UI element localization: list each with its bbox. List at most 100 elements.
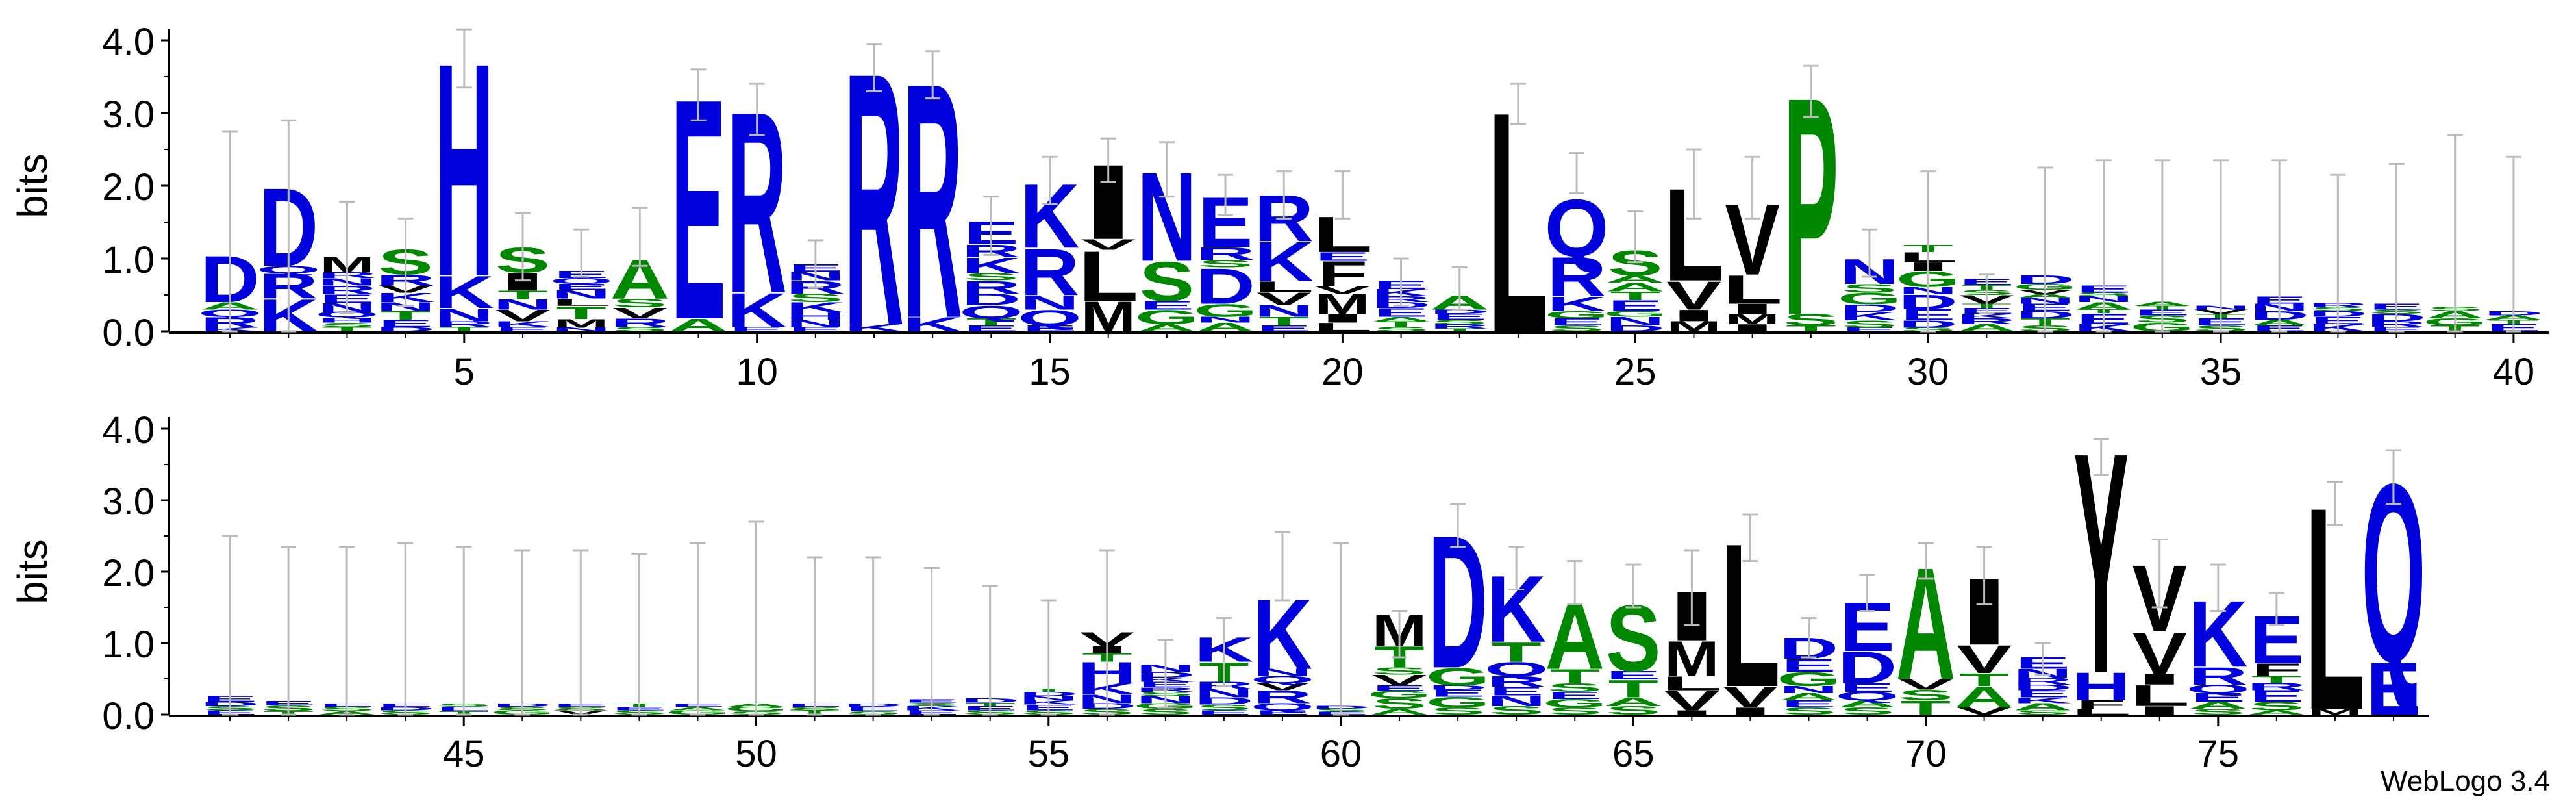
logo-column: STAEDRKE	[1371, 257, 1431, 333]
logo-letter: E	[1197, 709, 1252, 716]
logo-letter: L	[1078, 237, 1138, 316]
logo-column: SGA	[724, 520, 788, 716]
logo-letter: T	[1434, 327, 1485, 332]
logo-letter: A	[1603, 695, 1663, 709]
logo-letter: S	[612, 296, 668, 310]
y-tick-label: 4.0	[102, 21, 155, 63]
logo-column: ASE	[317, 546, 377, 716]
x-tick-label: 30	[1907, 351, 1949, 393]
logo-letter: S	[964, 272, 1019, 283]
logo-letter: T	[556, 303, 606, 324]
logo-letter: S	[1840, 705, 1895, 717]
logo-letter: N	[1605, 314, 1665, 328]
logo-letter: D	[1428, 684, 1488, 691]
logo-letter: R	[1547, 246, 1607, 309]
logo-column: ETNVLKR	[1254, 170, 1314, 333]
logo-panel-bottom: 0.01.02.03.04.0bits45505560657075ESDETSE…	[9, 387, 2429, 775]
logo-letter: I	[1664, 709, 1719, 716]
logo-letter: V	[1666, 273, 1721, 318]
logo-letter: R	[610, 316, 669, 330]
logo-letter: F	[2076, 698, 2127, 712]
logo-letter: S	[2190, 707, 2245, 717]
logo-letter: S	[788, 291, 843, 305]
logo-letter: E	[1022, 324, 1077, 333]
logo-column: SETD	[960, 585, 1020, 716]
logo-letter: A	[1838, 698, 1897, 709]
logo-letter: K	[786, 299, 845, 315]
y-tick-label: 0.0	[102, 312, 155, 354]
logo-column: SED	[844, 556, 903, 716]
logo-letter: E	[1781, 698, 1836, 709]
logo-letter: V	[2132, 620, 2187, 687]
logo-letter: T	[322, 326, 373, 333]
logo-letter: G	[1545, 309, 1609, 320]
logo-letter: S	[2015, 709, 2070, 716]
logo-column: TGAS	[2423, 134, 2487, 333]
logo-letter: N	[551, 327, 611, 333]
logo-letter: E	[1432, 312, 1487, 322]
logo-letter: T	[1901, 696, 1951, 719]
logo-letter: G	[1426, 663, 1490, 691]
logo-letter: V	[1255, 681, 1310, 692]
logo-letter: A	[1369, 707, 1429, 717]
logo-letter: E	[1255, 709, 1310, 716]
logo-letter: D	[1430, 309, 1490, 316]
logo-column: ETAD	[2484, 155, 2544, 333]
logo-letter: H	[2071, 665, 2131, 709]
logo-column: GSETA	[2130, 159, 2194, 334]
x-tick-label: 20	[1321, 351, 1364, 393]
logo-letter: V	[1257, 288, 1312, 309]
logo-letter: D	[1195, 258, 1255, 314]
logo-letter: T	[1610, 289, 1660, 303]
logo-letter: A	[1605, 281, 1665, 294]
logo-letter: A	[1195, 320, 1255, 334]
y-tick-label: 1.0	[102, 239, 155, 281]
logo-letter: R	[1253, 687, 1312, 707]
logo-panel-top: 0.01.02.03.04.0bits510152025303540KRQADK…	[9, 0, 2549, 401]
logo-letter: S	[1372, 666, 1427, 677]
logo-letter: E	[1608, 298, 1663, 314]
logo-letter: V	[1898, 676, 1953, 693]
logo-column: EKR	[727, 57, 787, 347]
logo-letter: N	[1779, 684, 1839, 695]
logo-letter: K	[434, 266, 494, 318]
logo-letter: S	[2249, 700, 2305, 713]
logo-letter: S	[319, 322, 375, 329]
logo-column: GSD	[490, 549, 555, 716]
logo-letter: H	[318, 316, 377, 324]
logo-letter: A	[1371, 316, 1431, 323]
x-tick-label: 60	[1320, 733, 1362, 775]
logo-letter: Q	[1835, 690, 1899, 704]
logo-letter: Q	[1251, 702, 1315, 713]
y-tick-label: 2.0	[102, 166, 155, 209]
y-tick-label: 2.0	[102, 552, 155, 594]
logo-letter: T	[439, 326, 490, 333]
logo-letter: S	[1549, 324, 1605, 333]
logo-letter: L	[1254, 278, 1314, 295]
logo-letter: A	[1137, 322, 1197, 333]
logo-column: ASGEVSTM	[1368, 605, 1432, 716]
logo-letter: S	[1198, 258, 1253, 269]
x-tick-label: 5	[454, 351, 475, 393]
logo-column: ARKETVSTE	[1957, 273, 2016, 333]
x-tick-label: 10	[736, 351, 778, 393]
logo-letter: T	[1376, 320, 1427, 329]
logo-letter: E	[495, 326, 551, 333]
logo-letter: K	[1840, 309, 1899, 323]
logo-letter: K	[1254, 231, 1314, 293]
logo-letter: T	[2251, 674, 2302, 685]
logo-letter: V	[1372, 672, 1427, 689]
logo-letter: G	[1368, 689, 1432, 700]
logo-letter: N	[1194, 687, 1254, 700]
logo-letter: R	[961, 277, 1021, 298]
logo-letter: R	[1020, 236, 1080, 309]
logo-letter: T	[497, 288, 548, 302]
